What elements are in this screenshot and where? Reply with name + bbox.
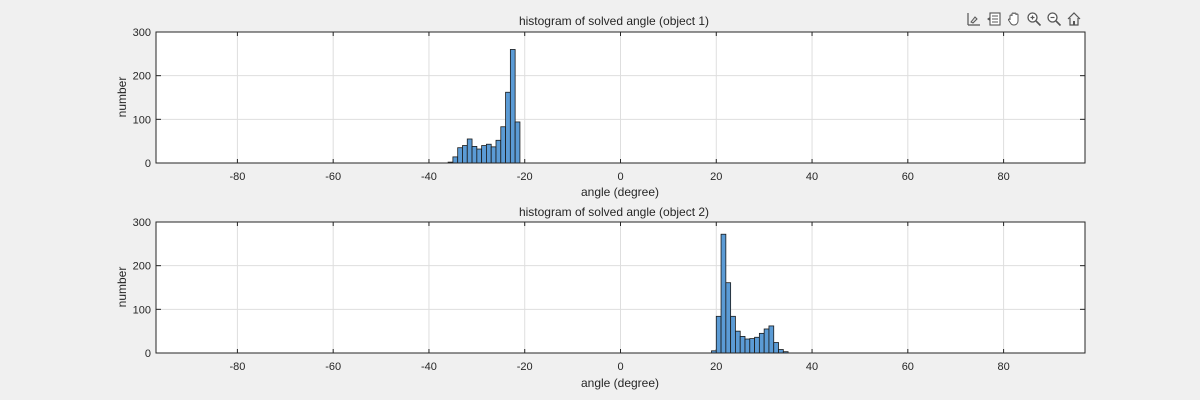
chart-title: histogram of solved angle (object 1) — [519, 14, 709, 28]
zoom-in-button[interactable] — [1025, 10, 1043, 28]
x-tick-labels: -80 -60 -40 -20 0 20 40 60 80 — [229, 361, 1009, 373]
histogram-bar — [739, 336, 746, 354]
brush-data-button[interactable] — [965, 10, 983, 28]
y-tick-label: 300 — [133, 217, 151, 229]
subplot-object-2: histogram of solved angle (object 2) -80… — [115, 205, 1086, 390]
x-tick-label: 60 — [902, 171, 914, 183]
histogram-bar — [462, 145, 468, 164]
data-tips-icon — [987, 12, 1001, 26]
x-tick-label: 40 — [806, 171, 818, 183]
x-tick-label: -20 — [517, 361, 533, 373]
histogram-bar — [749, 338, 755, 354]
zoom-out-icon — [1047, 12, 1062, 27]
histogram-bar — [505, 91, 511, 164]
pan-button[interactable] — [1005, 10, 1023, 28]
x-tick-label: 20 — [710, 171, 722, 183]
x-tick-label: -60 — [325, 361, 341, 373]
zoom-in-icon — [1027, 12, 1042, 27]
pan-hand-icon — [1008, 12, 1019, 26]
y-tick-label: 0 — [145, 348, 151, 360]
y-tick-label: 0 — [145, 158, 151, 170]
histogram-bar — [481, 145, 487, 164]
grid-lines — [156, 31, 1085, 164]
y-axis-label: number — [115, 77, 129, 118]
x-tick-label: 60 — [902, 361, 914, 373]
x-tick-label: -40 — [421, 361, 437, 373]
y-tick-label: 100 — [133, 114, 151, 126]
histogram-bar — [754, 336, 760, 354]
histogram-bar — [715, 315, 722, 354]
histogram-bar — [500, 126, 506, 164]
y-tick-label: 100 — [133, 304, 151, 316]
x-tick-labels: -80 -60 -40 -20 0 20 40 60 80 — [229, 171, 1009, 183]
y-tick-label: 300 — [133, 27, 151, 39]
y-axis-label: number — [115, 267, 129, 308]
brush-data-icon — [967, 13, 980, 26]
zoom-out-button[interactable] — [1045, 10, 1063, 28]
histogram-bar — [452, 156, 459, 164]
y-tick-labels: 0 100 200 300 — [133, 217, 151, 360]
histogram-bar — [466, 138, 473, 164]
y-tick-label: 200 — [133, 261, 151, 273]
subplot-object-1: histogram of solved angle (object 1) -80… — [115, 14, 1086, 199]
x-tick-label: 80 — [997, 361, 1009, 373]
x-tick-label: -40 — [421, 171, 437, 183]
x-tick-label: 40 — [806, 361, 818, 373]
x-tick-label: -80 — [229, 361, 245, 373]
plot-frame — [155, 221, 1086, 354]
x-tick-label: 80 — [997, 171, 1009, 183]
y-tick-labels: 0 100 200 300 — [133, 27, 151, 170]
x-tick-label: -80 — [229, 171, 245, 183]
histogram-bar — [773, 342, 779, 354]
histogram-bar — [725, 282, 732, 354]
chart-title: histogram of solved angle (object 2) — [519, 205, 709, 219]
histogram-bar — [768, 325, 775, 354]
y-tick-label: 200 — [133, 71, 151, 83]
histogram-bar — [720, 233, 727, 354]
x-tick-label: -60 — [325, 171, 341, 183]
histogram-bar — [490, 146, 497, 164]
histogram-bar — [457, 147, 463, 164]
histogram-bar — [471, 146, 478, 164]
data-tips-button[interactable] — [985, 10, 1003, 28]
x-axis-label: angle (degree) — [581, 376, 659, 390]
histogram-bar — [735, 330, 741, 354]
grid-lines — [156, 221, 1085, 354]
restore-view-button[interactable] — [1065, 10, 1083, 28]
x-tick-label: -20 — [517, 171, 533, 183]
axes-toolbar — [965, 10, 1083, 28]
histogram-bar — [763, 328, 770, 354]
histogram-bar — [778, 349, 784, 354]
histogram-bar — [495, 139, 502, 164]
x-tick-label: 0 — [617, 171, 623, 183]
plot-frame — [155, 31, 1086, 164]
x-axis-label: angle (degree) — [581, 185, 659, 199]
x-tick-label: 20 — [710, 361, 722, 373]
histogram-bar — [514, 121, 521, 164]
x-tick-label: 0 — [617, 361, 623, 373]
histogram-bar — [486, 143, 492, 164]
histogram-bar — [744, 338, 751, 354]
histogram-bar — [476, 148, 483, 164]
histogram-bar — [730, 315, 736, 354]
histogram-bars — [447, 49, 521, 164]
histogram-bar — [509, 49, 516, 164]
histogram-bar — [758, 332, 765, 354]
restore-view-icon — [1067, 12, 1081, 26]
